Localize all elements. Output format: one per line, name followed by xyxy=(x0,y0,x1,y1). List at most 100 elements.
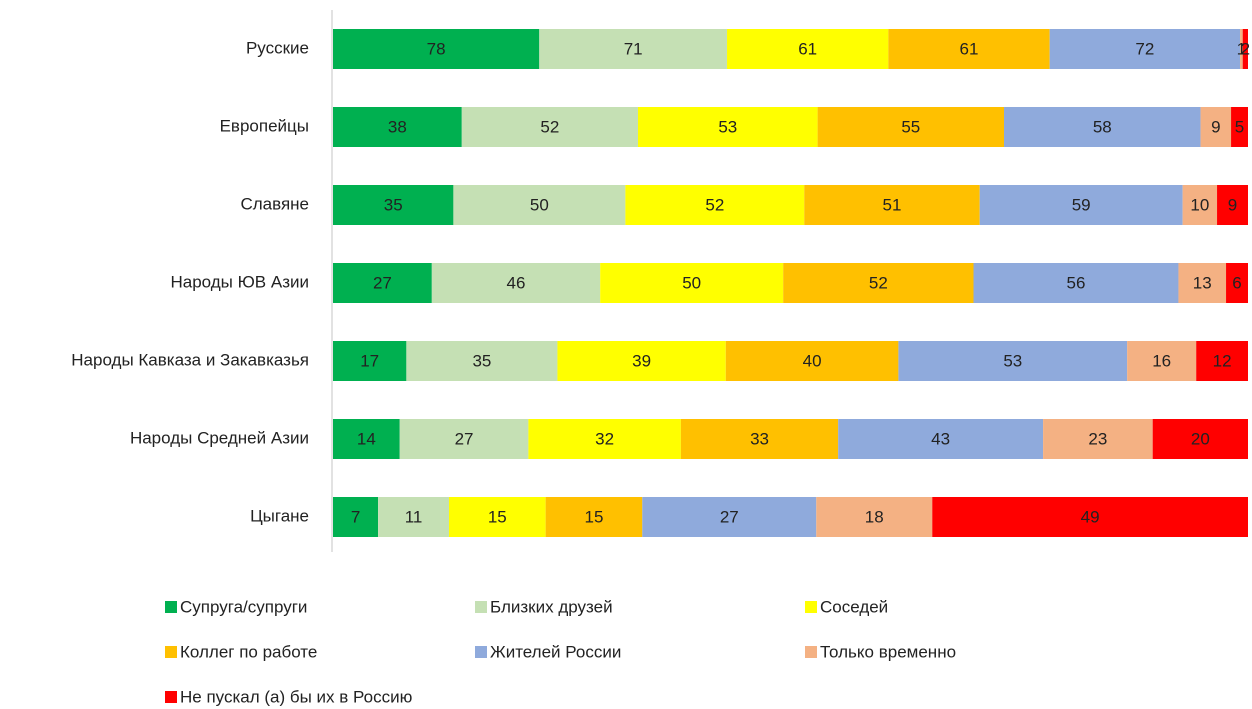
data-label: 11 xyxy=(405,507,423,526)
data-label: 7 xyxy=(351,507,360,526)
data-label: 71 xyxy=(624,39,643,58)
y-tick-label: Народы Кавказа и Закавказья xyxy=(71,350,309,369)
bar-segment xyxy=(448,497,546,537)
bar-segment xyxy=(528,419,681,459)
data-label: 58 xyxy=(1093,117,1112,136)
bar-segment xyxy=(333,185,454,225)
bar-segment xyxy=(816,497,933,537)
data-label: 27 xyxy=(455,429,474,448)
bar-segment xyxy=(838,419,1044,459)
bar-segment xyxy=(932,497,1248,537)
legend-label: Близких друзей xyxy=(490,597,613,616)
bar-segment xyxy=(1231,107,1248,147)
legend-swatch xyxy=(165,646,177,658)
data-label: 35 xyxy=(384,195,403,214)
legend-swatch xyxy=(475,601,487,613)
data-label: 35 xyxy=(472,351,491,370)
bar-segment xyxy=(1242,29,1248,69)
legend-label: Супруга/супруги xyxy=(180,597,307,616)
data-label: 39 xyxy=(632,351,651,370)
data-label: 59 xyxy=(1072,195,1091,214)
data-label: 32 xyxy=(595,429,614,448)
legend-label: Только временно xyxy=(820,642,956,661)
bar-segment xyxy=(557,341,726,381)
data-label: 40 xyxy=(803,351,822,370)
legend-swatch xyxy=(805,646,817,658)
bar-segment xyxy=(431,263,601,303)
bar-segment xyxy=(461,107,638,147)
data-label: 43 xyxy=(931,429,950,448)
legend-label: Не пускал (а) бы их в Россию xyxy=(180,687,413,706)
legend-label: Соседей xyxy=(820,597,888,616)
bar-segment xyxy=(1182,185,1218,225)
bar-segment xyxy=(406,341,558,381)
bar-segment xyxy=(638,107,818,147)
data-label: 49 xyxy=(1081,507,1100,526)
legend-swatch xyxy=(165,691,177,703)
data-label: 9 xyxy=(1228,195,1237,214)
bar-segment xyxy=(1200,107,1232,147)
data-label: 52 xyxy=(540,117,559,136)
bar-segment xyxy=(333,29,540,69)
bar-segment xyxy=(333,263,432,303)
bar-segment xyxy=(625,185,805,225)
legend-swatch xyxy=(805,601,817,613)
data-label: 12 xyxy=(1213,351,1232,370)
bar-segment xyxy=(804,185,980,225)
data-label: 10 xyxy=(1190,195,1209,214)
bar-segment xyxy=(817,107,1004,147)
bar-segment xyxy=(333,497,379,537)
bar-segment xyxy=(727,29,889,69)
bar-segment xyxy=(545,497,643,537)
y-tick-label: Народы ЮВ Азии xyxy=(171,272,310,291)
data-label: 53 xyxy=(718,117,737,136)
data-label: 52 xyxy=(705,195,724,214)
y-tick-label: Славяне xyxy=(240,194,309,213)
bar-segment xyxy=(1178,263,1227,303)
data-label: 17 xyxy=(360,351,379,370)
y-tick-label: Русские xyxy=(246,38,309,57)
data-label: 27 xyxy=(720,507,739,526)
data-label: 15 xyxy=(488,507,507,526)
bar-segment xyxy=(725,341,899,381)
bar-segment xyxy=(1226,263,1248,303)
data-label: 5 xyxy=(1235,117,1244,136)
data-label: 50 xyxy=(682,273,701,292)
bar-segment xyxy=(1152,419,1248,459)
legend-swatch xyxy=(165,601,177,613)
bar-segment xyxy=(1217,185,1248,225)
data-label: 56 xyxy=(1067,273,1086,292)
bar-segment xyxy=(1049,29,1241,69)
data-label: 13 xyxy=(1193,273,1212,292)
data-label: 53 xyxy=(1003,351,1022,370)
bar-segment xyxy=(333,107,462,147)
legend-label: Коллег по работе xyxy=(180,642,317,661)
bar-segment xyxy=(399,419,529,459)
data-label: 46 xyxy=(507,273,526,292)
legend-swatch xyxy=(475,646,487,658)
y-tick-label: Цыгане xyxy=(250,506,309,525)
data-label: 72 xyxy=(1135,39,1154,58)
bar-segment xyxy=(600,263,784,303)
bar-segment xyxy=(539,29,728,69)
bar-segment xyxy=(973,263,1179,303)
legend-label: Жителей России xyxy=(490,642,621,661)
bar-segment xyxy=(1004,107,1201,147)
data-label: 50 xyxy=(530,195,549,214)
bar-segment xyxy=(898,341,1128,381)
bar-segment xyxy=(888,29,1050,69)
bar-segment xyxy=(378,497,449,537)
bar-segment xyxy=(333,341,407,381)
data-label: 27 xyxy=(373,273,392,292)
data-label: 55 xyxy=(901,117,920,136)
data-label: 38 xyxy=(388,117,407,136)
data-label: 16 xyxy=(1152,351,1171,370)
data-label: 1 xyxy=(1237,39,1246,58)
bar-segment xyxy=(1240,29,1243,69)
data-label: 2 xyxy=(1241,39,1250,58)
bar-segment xyxy=(453,185,626,225)
data-label: 6 xyxy=(1232,273,1241,292)
data-label: 78 xyxy=(427,39,446,58)
data-label: 61 xyxy=(960,39,979,58)
